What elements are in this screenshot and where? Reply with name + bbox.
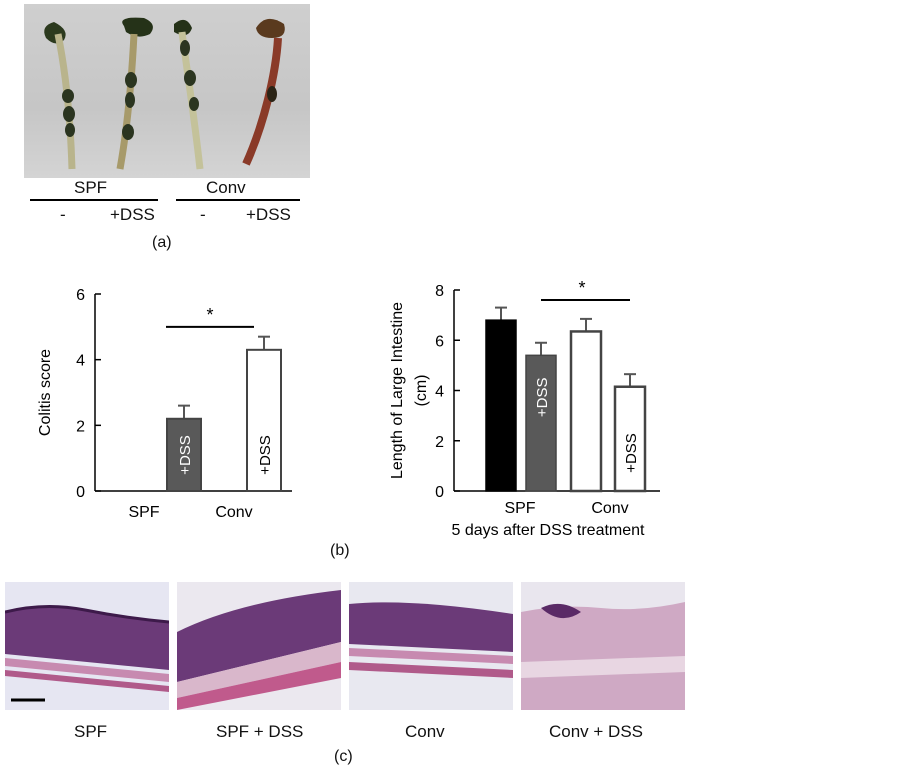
bar-inner-label: +DSS — [623, 433, 640, 473]
condition-spf-dss: +DSS — [110, 205, 155, 224]
histology-conv — [349, 582, 513, 710]
histology-caption-spf-dss: SPF + DSS — [216, 722, 304, 741]
y-axis-label: Colitis score — [37, 349, 54, 436]
intestine-length-chart: 0 2 4 6 8 Length of Large Intestine (cm) +DSS +D… — [389, 278, 660, 539]
bar-spf-dss — [525, 354, 557, 492]
histology-spf — [5, 582, 169, 710]
y-axis-label-line-1: Length of Large Intestine — [389, 302, 406, 479]
colitis-score-chart: 0 2 4 6 Colitis score +DSS SPF +DSS Conv * — [37, 287, 292, 521]
histology-conv-dss — [521, 582, 685, 710]
histology-spf-dss — [177, 582, 341, 710]
significance-mark: * — [206, 305, 213, 325]
x-category-label: Conv — [591, 500, 628, 517]
histology-conv-drawing — [349, 602, 513, 678]
panel-label-c: (c) — [334, 748, 353, 765]
condition-spf-control: - — [60, 205, 66, 224]
y-tick-label: 0 — [76, 484, 85, 501]
group-label-conv: Conv — [206, 178, 246, 197]
bar-inner-label: +DSS — [534, 378, 551, 418]
y-tick-label: 4 — [435, 384, 444, 401]
y-tick-label: 8 — [435, 283, 444, 300]
histology-caption-spf: SPF — [74, 722, 108, 741]
bar-spf — [166, 417, 202, 492]
group-lines — [30, 199, 300, 201]
colon-photo — [24, 4, 310, 178]
y-tick-label: 2 — [435, 434, 444, 451]
y-tick-label: 4 — [76, 353, 85, 370]
x-axis-label: 5 days after DSS treatment — [452, 522, 646, 539]
histology-caption-conv-dss: Conv + DSS — [549, 722, 644, 741]
y-tick-label: 0 — [435, 484, 444, 501]
y-tick-label: 2 — [76, 418, 85, 435]
x-category-label: SPF — [504, 500, 535, 517]
y-axis-label-line-2: (cm) — [413, 375, 430, 407]
group-label-spf: SPF — [74, 178, 108, 197]
panel-label-a: (a) — [152, 234, 172, 251]
y-tick-label: 6 — [76, 287, 85, 304]
bar-inner-label: +DSS — [257, 435, 274, 475]
bar-conv-dss — [613, 385, 647, 493]
bar-conv — [246, 348, 282, 492]
histology-spf-dss-drawing — [177, 590, 341, 710]
significance-mark: * — [578, 278, 585, 298]
condition-conv-dss: +DSS — [246, 205, 291, 224]
y-tick-label: 6 — [435, 333, 444, 350]
panel-label-b: (b) — [330, 542, 350, 559]
bar-inner-label: +DSS — [177, 435, 194, 475]
histology-caption-conv: Conv — [405, 722, 445, 741]
colon-photo-drawing — [44, 17, 285, 170]
x-category-label: SPF — [128, 504, 159, 521]
condition-conv-control: - — [200, 205, 206, 224]
histology-spf-drawing — [5, 604, 169, 702]
bar-spf-control — [485, 319, 517, 492]
bar-conv-control — [569, 330, 603, 493]
histology-conv-dss-drawing — [521, 602, 685, 710]
x-category-label: Conv — [215, 504, 252, 521]
